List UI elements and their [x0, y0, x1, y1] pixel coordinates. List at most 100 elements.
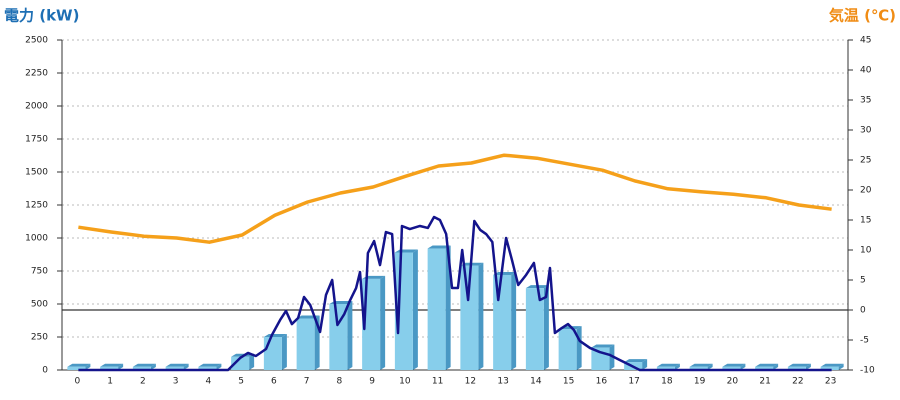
y-tick-label: 1500 — [25, 168, 48, 178]
x-tick-label: 8 — [337, 377, 343, 387]
y-tick-label: 2500 — [25, 36, 48, 46]
bar-side — [838, 363, 844, 370]
power-line — [78, 215, 832, 372]
bar-top — [427, 245, 451, 249]
bar — [296, 318, 315, 370]
x-tick-label: 20 — [727, 377, 739, 387]
x-tick-label: 2 — [140, 377, 146, 387]
x-tick-label: 14 — [530, 377, 542, 387]
y2-tick-label: 0 — [860, 306, 866, 316]
bar-side — [216, 363, 222, 370]
x-tick-label: 3 — [173, 377, 179, 387]
bar-top — [722, 363, 746, 367]
bar — [525, 288, 544, 370]
bar — [755, 366, 774, 370]
y-tick-label: 250 — [31, 333, 48, 343]
x-tick-label: 4 — [206, 377, 212, 387]
x-tick-label: 12 — [465, 377, 476, 387]
bar — [263, 337, 282, 370]
bar — [656, 366, 675, 370]
x-tick-label: 7 — [304, 377, 310, 387]
bar-side — [183, 363, 189, 370]
x-tick-label: 0 — [75, 377, 81, 387]
bar-side — [249, 353, 255, 370]
bar-side — [805, 363, 811, 370]
x-tick-label: 16 — [596, 377, 608, 387]
bar-side — [773, 363, 779, 370]
bar-top — [656, 363, 680, 367]
bar-side — [445, 245, 451, 370]
temperature-line — [78, 153, 832, 244]
bar-side — [380, 275, 386, 370]
x-tick-label: 15 — [563, 377, 574, 387]
bar-top — [624, 359, 648, 363]
y-axis-title: 電力 (kW) — [4, 7, 79, 25]
x-tick-label: 18 — [661, 377, 673, 387]
bar-side — [118, 363, 124, 370]
bar — [689, 366, 708, 370]
bar-top — [689, 363, 713, 367]
bar — [132, 366, 151, 370]
x-tick-label: 23 — [825, 377, 836, 387]
bar-top — [198, 363, 222, 367]
y-tick-label: 1750 — [25, 135, 48, 145]
y-tick-label: 0 — [42, 366, 48, 376]
bar — [67, 366, 86, 370]
y-tick-label: 2250 — [25, 69, 48, 79]
bar-side — [281, 334, 287, 370]
bar-side — [412, 249, 418, 370]
bar-side — [150, 363, 156, 370]
bar-top — [263, 334, 287, 337]
x-tick-label: 22 — [792, 377, 803, 387]
x-tick-label: 19 — [694, 377, 706, 387]
bar — [558, 329, 577, 370]
x-tick-label: 6 — [271, 377, 277, 387]
x-tick-label: 13 — [497, 377, 508, 387]
bar-top — [787, 363, 811, 367]
y2-tick-label: 35 — [860, 96, 871, 106]
bar — [165, 366, 184, 370]
bar-side — [347, 301, 353, 370]
bar — [231, 356, 250, 370]
y2-tick-label: 10 — [860, 246, 872, 256]
bar-side — [642, 359, 648, 370]
y2-tick-label: 15 — [860, 216, 871, 226]
bar-side — [511, 271, 517, 370]
x-tick-label: 9 — [369, 377, 375, 387]
bar-top — [493, 271, 517, 275]
y-tick-label: 2000 — [25, 102, 48, 112]
bar — [198, 366, 217, 370]
y2-tick-label: 45 — [860, 36, 871, 46]
bar-side — [543, 285, 549, 370]
y-tick-label: 1000 — [25, 234, 48, 244]
bar-top — [100, 363, 124, 367]
y2-tick-label: -5 — [860, 336, 869, 346]
bar-top — [67, 363, 91, 367]
bar — [820, 366, 839, 370]
y2-tick-label: 25 — [860, 156, 871, 166]
bar-top — [591, 344, 615, 348]
bar-top — [165, 363, 189, 367]
x-tick-label: 11 — [432, 377, 443, 387]
bar-top — [755, 363, 779, 367]
y2-tick-label: 30 — [860, 126, 872, 136]
bar-side — [576, 326, 582, 370]
y2-axis-title: 気温 (℃) — [829, 7, 896, 25]
bar — [460, 265, 479, 370]
bar-side — [674, 363, 680, 370]
bar-top — [132, 363, 156, 367]
y-tick-label: 500 — [31, 300, 48, 310]
bar-side — [740, 363, 746, 370]
bar — [100, 366, 119, 370]
bar — [722, 366, 741, 370]
y2-tick-label: -10 — [860, 366, 875, 376]
x-tick-label: 17 — [628, 377, 639, 387]
x-tick-label: 5 — [238, 377, 244, 387]
y-tick-label: 1250 — [25, 201, 48, 211]
y2-tick-label: 5 — [860, 276, 866, 286]
bar-side — [85, 363, 91, 370]
y2-tick-label: 20 — [860, 186, 872, 196]
bar-top — [820, 363, 844, 367]
x-tick-label: 10 — [399, 377, 411, 387]
